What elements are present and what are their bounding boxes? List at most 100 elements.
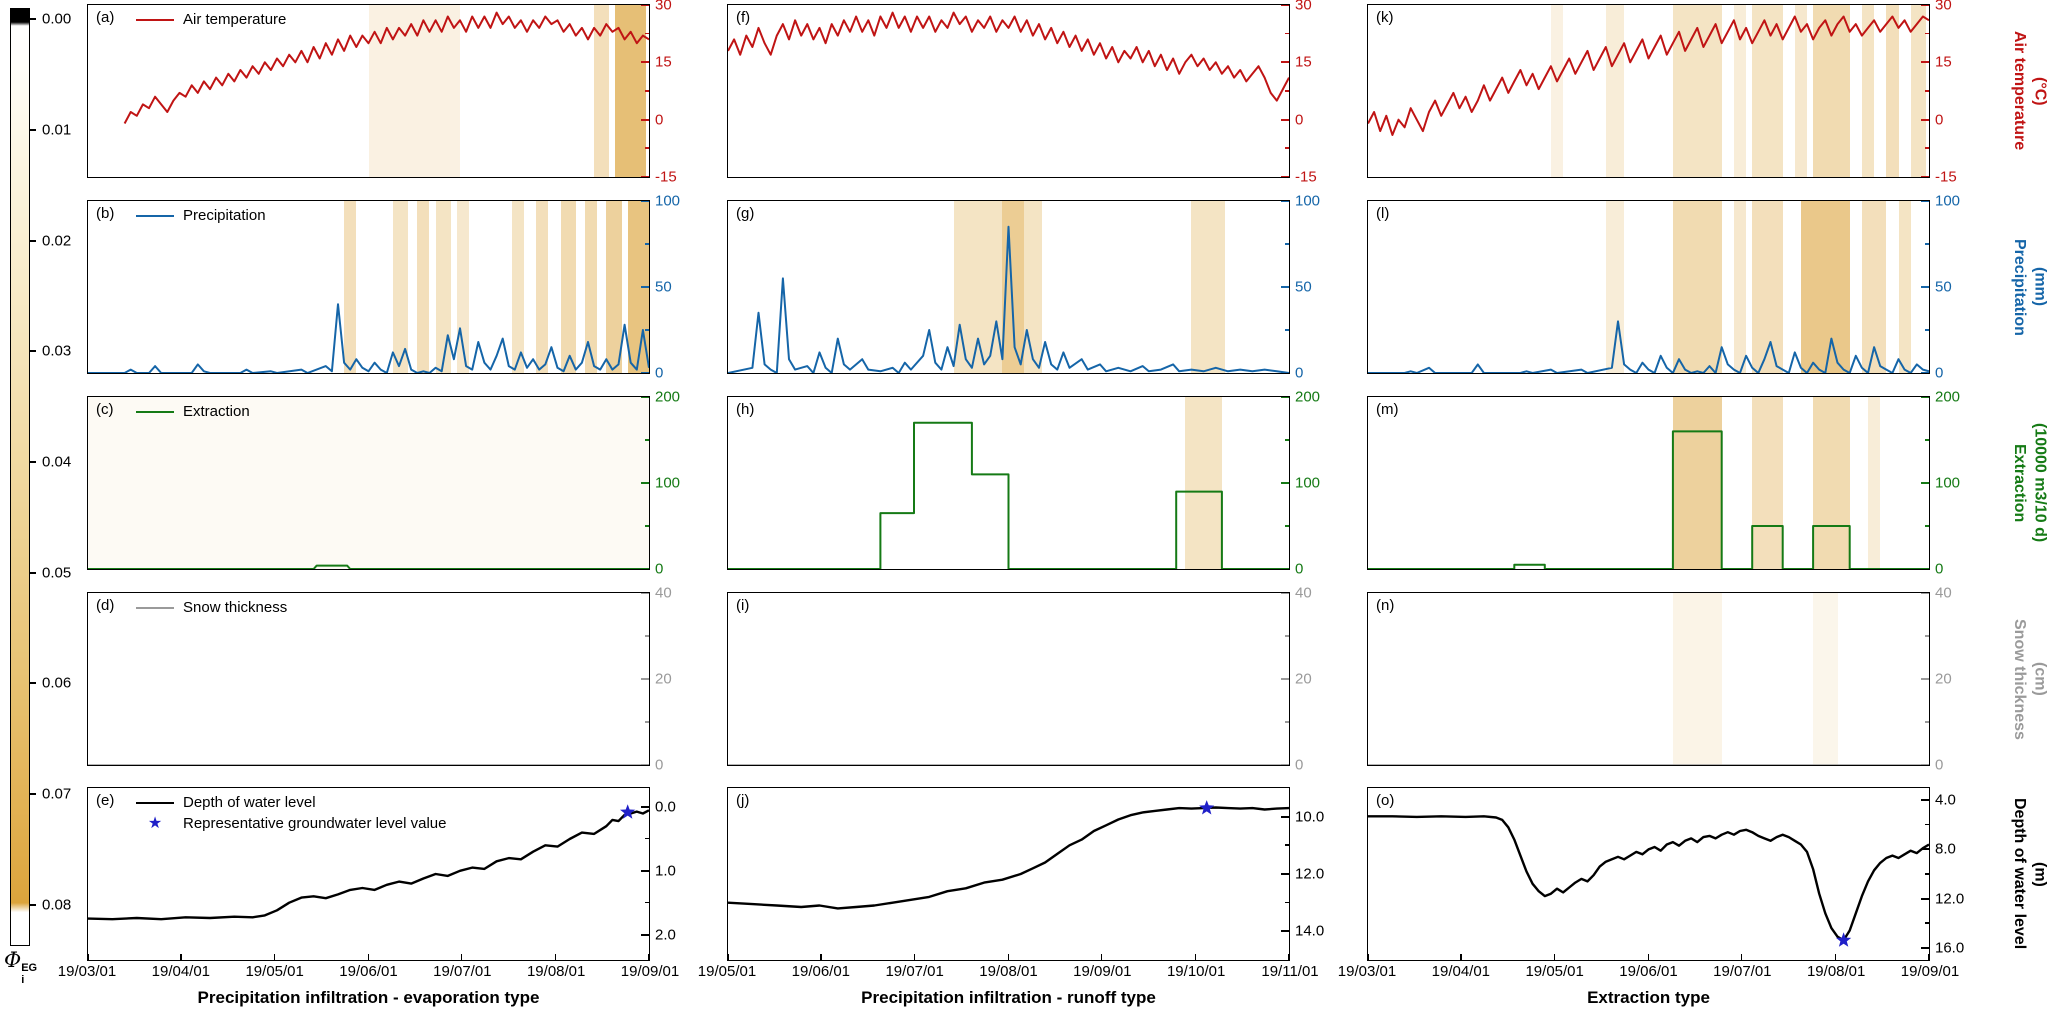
y-minor-tick-mark <box>645 32 649 35</box>
x-tick-label: 19/09/01 <box>620 963 680 980</box>
x-axis-labels-extraction: 19/03/01 19/04/01 19/05/01 19/06/01 19/07/01… <box>1338 963 1959 983</box>
y-minor-tick-mark <box>645 147 649 149</box>
y-tick-label: 0 <box>1935 756 1944 774</box>
axis-label-line: (mm) <box>2031 267 2049 307</box>
phi-shading-band <box>1733 201 1747 373</box>
y-minor-tick-mark <box>1285 90 1289 92</box>
y-tick-mark <box>1281 482 1289 484</box>
x-tick-label: 19/11/01 <box>1261 963 1319 980</box>
panel-g-precipitation-runoff: (g) 100 50 0 <box>727 193 1320 382</box>
panel-d-snow-thickness-evap: (d) Snow thickness 40 20 0 <box>87 585 672 774</box>
x-tick-label: 19/04/01 <box>151 963 211 980</box>
y-tick-mark <box>641 286 649 288</box>
data-series <box>1368 815 1929 947</box>
y-tick-label: 15 <box>1295 53 1312 71</box>
plot-area <box>1368 397 1929 569</box>
x-tick-mark <box>273 954 276 960</box>
data-series <box>1368 764 1929 765</box>
data-series <box>123 11 649 124</box>
panel-m-extraction-extraction: (m) 200 100 0 <box>1367 389 1960 578</box>
star-icon: ★ <box>147 814 163 832</box>
plot-area <box>88 788 649 960</box>
panel-a-air-temperature-evap: (a) Air temperature 30 15 0 -15 <box>87 0 677 186</box>
panel-letter: (g) <box>736 205 755 222</box>
colorbar-tick-mark <box>30 128 36 131</box>
x-tick-mark <box>1834 954 1836 960</box>
y-tick-label: 30 <box>1935 0 1952 14</box>
plot-area <box>1368 593 1929 765</box>
phi-shading-band <box>344 201 357 373</box>
legend-label: Extraction <box>183 403 250 420</box>
y-tick-label: 10.0 <box>1295 808 1325 826</box>
x-tick-mark <box>1928 954 1929 960</box>
x-tick-mark <box>1368 954 1369 960</box>
y-minor-tick-mark <box>1925 147 1929 149</box>
axis-label-line: Air temperature <box>2010 31 2028 151</box>
y-tick-label: 200 <box>655 388 681 406</box>
colorbar-tick-mark <box>30 903 36 906</box>
x-tick-mark <box>913 954 916 960</box>
x-tick-label: 19/09/01 <box>1900 963 1960 980</box>
y-tick-label: 40 <box>1295 584 1312 602</box>
y-tick-mark <box>641 5 649 6</box>
colorbar-tick-label: 0.05 <box>42 564 72 582</box>
legend-line-sample <box>136 214 174 217</box>
column-title-extraction: Extraction type <box>1587 988 1710 1007</box>
y-minor-tick-mark <box>645 635 649 637</box>
right-axis-label-precipitation: Precipitation (mm) <box>2002 200 2066 374</box>
y-tick-label: 0 <box>655 111 664 129</box>
y-tick-mark <box>1281 286 1289 288</box>
panel-letter: (e) <box>96 792 115 809</box>
y-minor-tick-mark <box>645 901 649 904</box>
axis-label-line: (10000 m3/10 d) <box>2031 423 2049 543</box>
phi-shading-band <box>1185 397 1222 569</box>
phi-shading-band <box>1800 201 1850 373</box>
x-axis-labels-runoff: 19/05/01 19/06/01 19/07/01 19/08/01 19/09/01… <box>698 963 1319 983</box>
phi-shading-band <box>88 397 649 569</box>
y-tick-mark <box>1921 118 1929 121</box>
panel-letter: (k) <box>1376 9 1394 26</box>
y-tick-mark <box>1921 764 1929 765</box>
y-tick-label: 50 <box>655 278 672 296</box>
x-tick-mark <box>460 954 463 960</box>
y-minor-tick-mark <box>1285 901 1289 904</box>
y-tick-mark <box>1281 372 1289 373</box>
panel-letter: (h) <box>736 401 755 418</box>
x-tick-mark <box>1194 954 1196 960</box>
x-tick-label: 19/08/01 <box>979 963 1038 980</box>
y-tick-label: 100 <box>1935 192 1961 210</box>
legend: Air temperature <box>136 9 286 30</box>
plot-area <box>1368 5 1929 177</box>
x-tick-label: 19/06/01 <box>1619 963 1678 980</box>
y-tick-label: 30 <box>1295 0 1312 14</box>
y-tick-mark <box>1281 873 1289 875</box>
y-minor-tick-mark <box>1285 844 1289 846</box>
x-axis-labels-evaporation: 19/03/01 19/04/01 19/05/01 19/06/01 19/07/01… <box>58 963 679 983</box>
data-series <box>728 800 1289 910</box>
y-tick-mark <box>1281 5 1289 6</box>
phi-shading-band <box>417 201 430 373</box>
y-tick-label: 20 <box>1935 670 1952 688</box>
panel-k-air-temperature-extraction: (k) 30 15 0 -15 <box>1367 0 1957 186</box>
legend-line-sample <box>136 18 174 21</box>
x-tick-label: 19/07/01 <box>1713 963 1772 980</box>
y-tick-mark <box>1921 286 1929 288</box>
plot-area <box>728 5 1289 177</box>
y-tick-label: 100 <box>655 474 681 492</box>
phi-shading-band <box>1550 5 1564 177</box>
colorbar-tick-mark <box>30 682 36 685</box>
y-tick-label: 50 <box>1935 278 1952 296</box>
x-tick-mark <box>180 954 182 960</box>
y-tick-mark <box>1281 764 1289 765</box>
y-minor-tick-mark <box>1285 721 1289 723</box>
y-minor-tick-mark <box>1925 90 1929 92</box>
colorbar-tick-label: 0.03 <box>42 342 72 360</box>
right-axis-label-air-temperature: Air temperature (°C) <box>2002 4 2066 178</box>
y-tick-mark <box>1281 930 1289 933</box>
phi-shading-band <box>511 201 524 373</box>
phi-shading-band <box>1191 201 1225 373</box>
representative-value-star <box>1199 800 1215 815</box>
panel-e-water-level-evap: (e) Depth of water level ★ Representative… <box>87 787 676 961</box>
y-tick-label: 100 <box>655 192 681 210</box>
legend-label: Depth of water level <box>183 794 316 811</box>
